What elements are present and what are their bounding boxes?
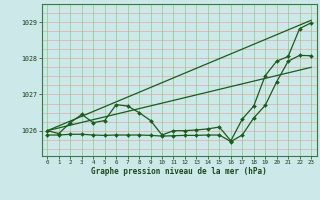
X-axis label: Graphe pression niveau de la mer (hPa): Graphe pression niveau de la mer (hPa) [91,167,267,176]
